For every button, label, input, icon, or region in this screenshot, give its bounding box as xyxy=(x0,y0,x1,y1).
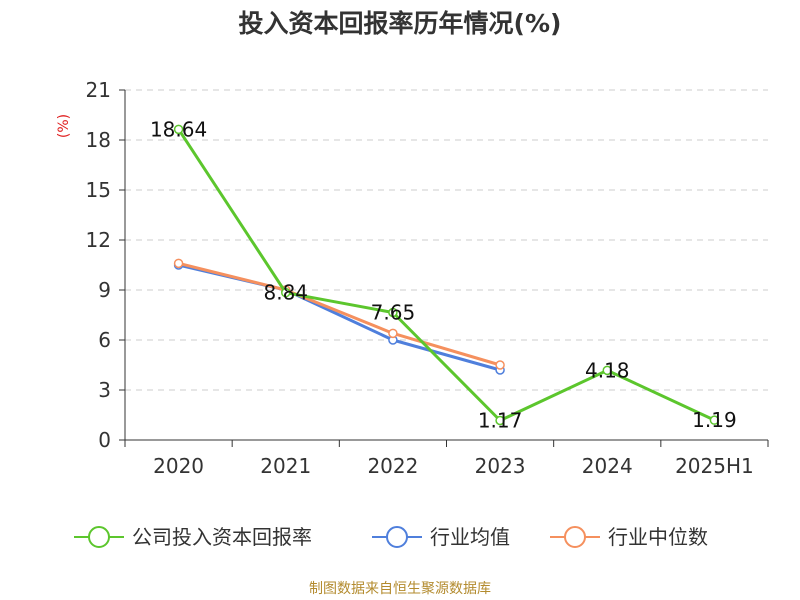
y-tick-label: 21 xyxy=(86,78,111,102)
data-point xyxy=(709,415,720,425)
legend-label: 行业均值 xyxy=(430,525,510,549)
y-tick-label: 0 xyxy=(98,428,111,452)
y-tick-label: 9 xyxy=(98,278,111,302)
x-tick-label: 2020 xyxy=(153,454,204,478)
x-tick-label: 2021 xyxy=(260,454,311,478)
x-tick-label: 2022 xyxy=(367,454,418,478)
y-tick-label: 12 xyxy=(86,228,111,252)
series-group xyxy=(173,124,720,426)
data-point xyxy=(495,415,505,426)
series-line xyxy=(178,263,501,372)
data-point xyxy=(602,365,612,376)
x-tick-label: 2025H1 xyxy=(675,454,754,478)
grid-lines xyxy=(125,89,768,391)
legend-marker xyxy=(88,526,110,548)
data-point xyxy=(388,307,398,318)
source-note: 制图数据来自恒生聚源数据库 xyxy=(309,581,491,597)
data-point xyxy=(495,360,505,370)
y-axis-unit: (%) xyxy=(56,114,72,138)
axes: 0 3 6 9 12 15 18 21 2020 2021 2022 2023 2024 2025H1 (%… xyxy=(56,78,769,478)
legend-marker xyxy=(386,526,408,548)
legend: 公司投入资本回报率 行业均值 行业中位数 xyxy=(74,525,708,549)
series-line xyxy=(178,261,501,367)
series-line xyxy=(177,128,716,422)
data-label: 7.65 xyxy=(371,301,416,325)
y-tick-label: 18 xyxy=(86,128,111,152)
data-label: 1.17 xyxy=(478,409,523,433)
chart-title: 投入资本回报率历年情况(%) xyxy=(238,9,562,38)
y-tick-label: 3 xyxy=(98,378,111,402)
data-label: 18.64 xyxy=(150,117,207,141)
data-point xyxy=(281,287,291,298)
x-tick-label: 2023 xyxy=(475,454,526,478)
y-tick-label: 15 xyxy=(86,178,111,202)
data-point xyxy=(173,124,184,135)
data-labels: 18.64 8.84 7.65 1.17 4.18 1.19 xyxy=(150,117,737,432)
x-tick-label: 2024 xyxy=(582,454,633,478)
data-label: 4.18 xyxy=(585,358,630,382)
legend-marker xyxy=(564,526,586,548)
legend-label: 行业中位数 xyxy=(608,525,708,549)
data-point xyxy=(388,328,398,339)
data-label: 8.84 xyxy=(263,281,308,305)
y-tick-label: 6 xyxy=(98,328,111,352)
legend-label: 公司投入资本回报率 xyxy=(132,525,312,549)
data-point xyxy=(173,258,184,269)
data-label: 1.19 xyxy=(692,408,737,432)
